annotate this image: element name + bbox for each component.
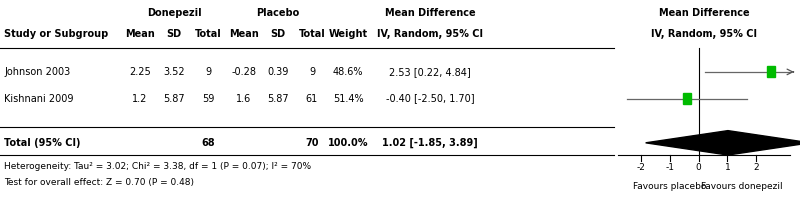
Text: 100.0%: 100.0% (328, 138, 368, 148)
Text: SD: SD (270, 29, 286, 39)
Text: Weight: Weight (329, 29, 367, 39)
Text: 9: 9 (205, 67, 211, 77)
Text: Mean: Mean (229, 29, 259, 39)
Text: -1: -1 (666, 163, 674, 172)
Polygon shape (646, 131, 800, 155)
Text: -0.40 [-2.50, 1.70]: -0.40 [-2.50, 1.70] (386, 94, 474, 103)
Text: 61: 61 (306, 94, 318, 103)
Text: -0.28: -0.28 (231, 67, 257, 77)
Text: 68: 68 (201, 138, 215, 148)
Text: IV, Random, 95% CI: IV, Random, 95% CI (377, 29, 483, 39)
Text: 0.39: 0.39 (267, 67, 289, 77)
Text: IV, Random, 95% CI: IV, Random, 95% CI (651, 29, 758, 39)
Text: Total (95% CI): Total (95% CI) (4, 138, 81, 148)
Text: 5.87: 5.87 (267, 94, 289, 103)
Text: Mean Difference: Mean Difference (385, 8, 475, 18)
Text: Total: Total (194, 29, 222, 39)
Text: 1: 1 (725, 163, 730, 172)
FancyBboxPatch shape (767, 66, 775, 77)
Text: Test for overall effect: Z = 0.70 (P = 0.48): Test for overall effect: Z = 0.70 (P = 0… (4, 178, 194, 187)
Text: 70: 70 (306, 138, 318, 148)
Text: Mean: Mean (125, 29, 155, 39)
Text: 59: 59 (202, 94, 214, 103)
FancyBboxPatch shape (683, 93, 691, 104)
Text: Favours donepezil: Favours donepezil (701, 182, 782, 191)
Text: 9: 9 (309, 67, 315, 77)
Text: 1.2: 1.2 (132, 94, 148, 103)
Text: 2.53 [0.22, 4.84]: 2.53 [0.22, 4.84] (389, 67, 471, 77)
Text: Study or Subgroup: Study or Subgroup (4, 29, 108, 39)
Text: 2: 2 (753, 163, 759, 172)
Text: Mean Difference: Mean Difference (659, 8, 750, 18)
Text: SD: SD (166, 29, 182, 39)
Text: 2.25: 2.25 (129, 67, 151, 77)
Text: 0: 0 (696, 163, 702, 172)
Text: -2: -2 (637, 163, 646, 172)
Text: Donepezil: Donepezil (146, 8, 202, 18)
Text: 1.02 [-1.85, 3.89]: 1.02 [-1.85, 3.89] (382, 138, 478, 148)
Text: 48.6%: 48.6% (333, 67, 363, 77)
Text: 1.6: 1.6 (236, 94, 252, 103)
Text: Placebo: Placebo (256, 8, 300, 18)
Text: 5.87: 5.87 (163, 94, 185, 103)
Text: Total: Total (298, 29, 326, 39)
Text: Heterogeneity: Tau² = 3.02; Chi² = 3.38, df = 1 (P = 0.07); I² = 70%: Heterogeneity: Tau² = 3.02; Chi² = 3.38,… (4, 162, 311, 171)
Text: 3.52: 3.52 (163, 67, 185, 77)
Text: Johnson 2003: Johnson 2003 (4, 67, 70, 77)
Text: Kishnani 2009: Kishnani 2009 (4, 94, 74, 103)
Text: Favours placebo: Favours placebo (634, 182, 706, 191)
Text: 51.4%: 51.4% (333, 94, 363, 103)
